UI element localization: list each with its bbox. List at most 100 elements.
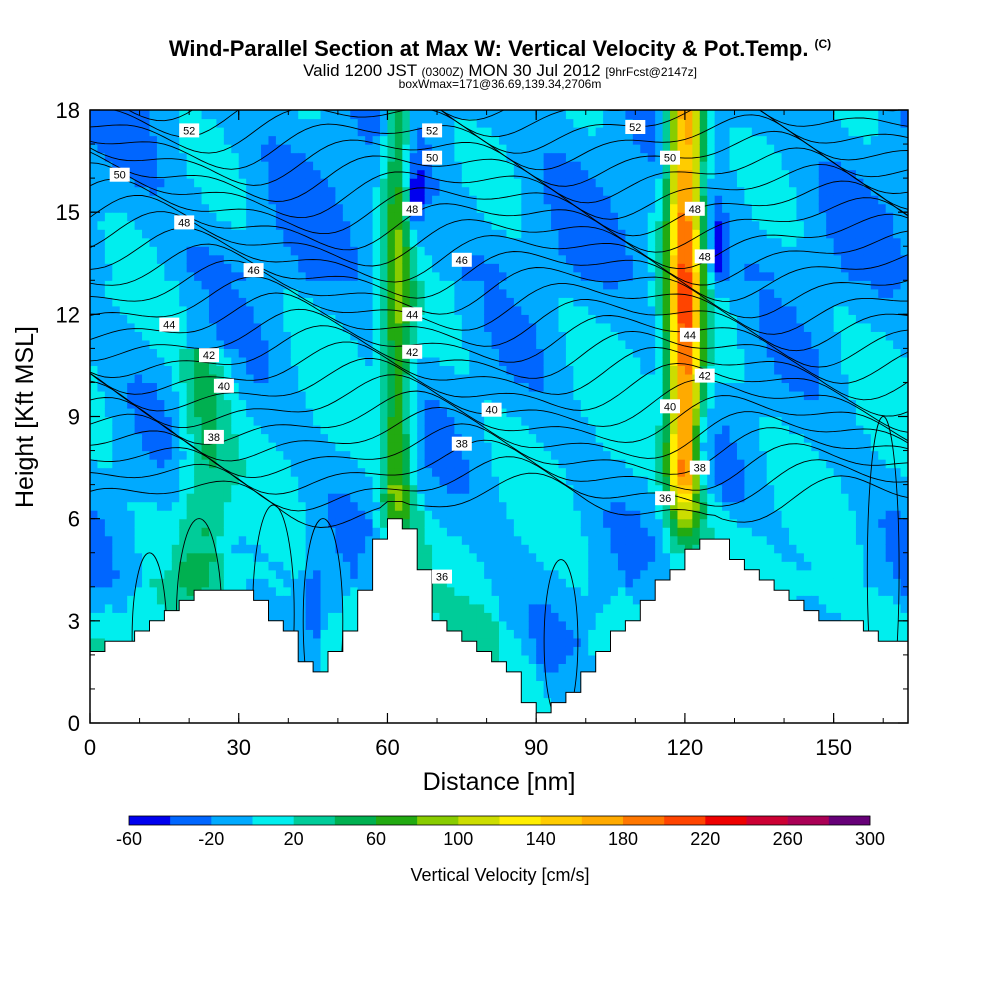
- velocity-cell: [335, 263, 344, 273]
- velocity-cell: [134, 110, 143, 120]
- velocity-cell: [149, 135, 158, 145]
- velocity-cell: [580, 561, 589, 571]
- velocity-cell: [588, 493, 597, 503]
- velocity-cell: [484, 501, 493, 511]
- velocity-cell: [164, 246, 173, 256]
- velocity-cell: [216, 390, 225, 401]
- velocity-cell: [327, 544, 336, 554]
- velocity-cell: [543, 654, 552, 664]
- velocity-cell: [201, 425, 210, 435]
- velocity-cell: [238, 246, 247, 256]
- velocity-cell: [164, 169, 173, 179]
- velocity-cell: [208, 110, 218, 120]
- velocity-cell: [90, 169, 99, 179]
- velocity-cell: [201, 382, 210, 392]
- velocity-cell: [305, 484, 314, 494]
- velocity-cell: [454, 169, 463, 179]
- velocity-cell: [119, 390, 128, 401]
- velocity-cell: [290, 220, 299, 230]
- velocity-cell: [461, 476, 470, 486]
- velocity-cell: [580, 518, 589, 528]
- velocity-cell: [424, 416, 433, 426]
- velocity-cell: [536, 127, 545, 137]
- velocity-cell: [580, 203, 589, 213]
- velocity-cell: [491, 305, 500, 315]
- velocity-cell: [513, 246, 522, 256]
- velocity-cell: [283, 382, 292, 392]
- velocity-cell: [275, 407, 284, 418]
- velocity-cell: [253, 314, 262, 324]
- velocity-cell: [588, 169, 597, 179]
- velocity-cell: [104, 433, 113, 443]
- velocity-cell: [201, 186, 210, 196]
- velocity-cell: [313, 280, 322, 290]
- velocity-cell: [491, 518, 500, 528]
- velocity-cell: [342, 459, 351, 469]
- velocity-cell: [112, 459, 121, 469]
- velocity-cell: [580, 382, 589, 392]
- velocity-cell: [409, 110, 418, 120]
- velocity-cell: [350, 586, 359, 596]
- velocity-cell: [424, 518, 433, 528]
- velocity-cell: [97, 220, 106, 230]
- velocity-cell: [149, 254, 158, 264]
- velocity-cell: [372, 459, 381, 469]
- velocity-cell: [543, 314, 552, 324]
- velocity-cell: [365, 535, 374, 545]
- velocity-cell: [313, 237, 322, 247]
- velocity-cell: [372, 322, 381, 332]
- velocity-cell: [580, 373, 589, 384]
- velocity-cell: [290, 612, 299, 622]
- velocity-cell: [253, 510, 262, 520]
- velocity-cell: [528, 433, 537, 443]
- velocity-cell: [491, 373, 500, 384]
- velocity-cell: [201, 552, 210, 562]
- velocity-cell: [186, 356, 195, 367]
- velocity-cell: [238, 271, 247, 281]
- velocity-cell: [97, 186, 106, 196]
- velocity-cell: [439, 476, 448, 486]
- velocity-cell: [156, 178, 165, 188]
- velocity-cell: [223, 161, 232, 171]
- velocity-cell: [313, 127, 322, 137]
- velocity-cell: [580, 552, 589, 562]
- velocity-cell: [164, 144, 173, 154]
- velocity-cell: [565, 561, 574, 571]
- velocity-cell: [424, 314, 433, 324]
- velocity-cell: [558, 688, 567, 699]
- velocity-cell: [588, 561, 597, 571]
- velocity-cell: [216, 195, 225, 205]
- velocity-cell: [394, 229, 403, 239]
- velocity-cell: [305, 127, 314, 137]
- velocity-cell: [432, 288, 441, 298]
- velocity-cell: [246, 552, 255, 562]
- velocity-cell: [446, 527, 455, 537]
- velocity-cell: [439, 169, 448, 179]
- velocity-cell: [357, 229, 366, 239]
- velocity-cell: [357, 144, 366, 154]
- velocity-cell: [335, 535, 344, 545]
- velocity-cell: [595, 212, 604, 222]
- velocity-cell: [194, 186, 203, 196]
- velocity-cell: [461, 263, 470, 273]
- velocity-cell: [127, 467, 136, 477]
- velocity-cell: [551, 595, 560, 605]
- velocity-cell: [275, 603, 284, 613]
- velocity-cell: [223, 118, 232, 128]
- velocity-cell: [484, 365, 493, 375]
- velocity-cell: [201, 373, 210, 384]
- velocity-cell: [320, 237, 329, 247]
- velocity-cell: [112, 535, 121, 545]
- velocity-cell: [283, 603, 292, 613]
- velocity-cell: [246, 510, 255, 520]
- velocity-cell: [454, 297, 463, 307]
- velocity-cell: [201, 339, 210, 349]
- velocity-cell: [246, 425, 255, 435]
- velocity-cell: [283, 561, 292, 571]
- velocity-cell: [528, 237, 537, 247]
- velocity-cell: [387, 399, 396, 409]
- velocity-cell: [298, 280, 307, 290]
- velocity-cell: [268, 578, 277, 588]
- velocity-cell: [409, 484, 418, 494]
- velocity-cell: [246, 203, 255, 213]
